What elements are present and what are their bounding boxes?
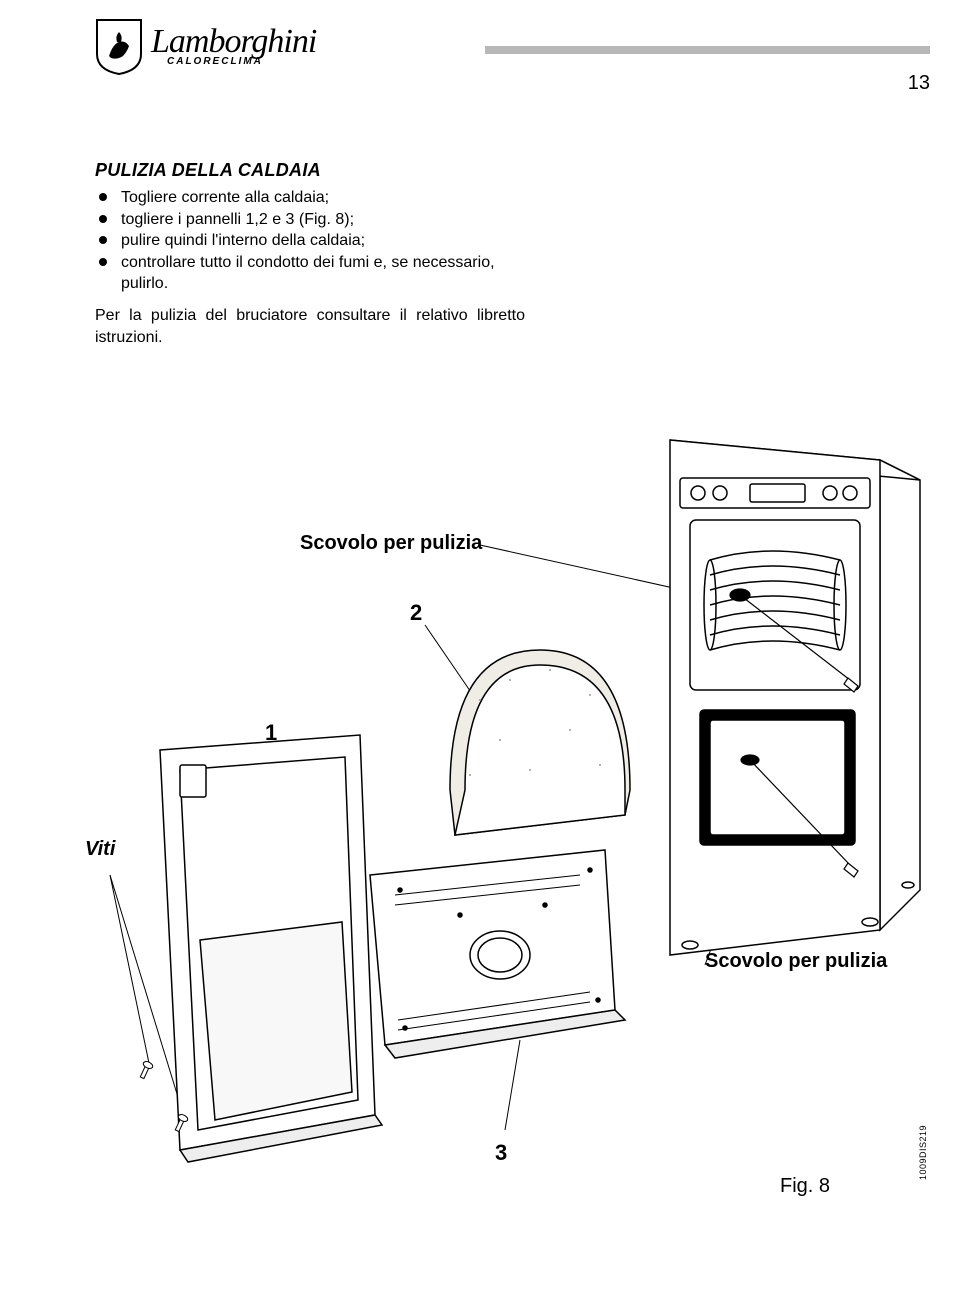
- diagram-callout-3: 3: [495, 1140, 507, 1166]
- header-rule: [485, 46, 930, 54]
- page-header: Lamborghini CALORECLIMA: [95, 18, 930, 78]
- list-item: Togliere corrente alla caldaia;: [95, 187, 525, 209]
- note-paragraph: Per la pulizia del bruciatore consultare…: [95, 305, 525, 348]
- diagram-svg: [50, 420, 930, 1250]
- page-number: 13: [908, 72, 930, 95]
- list-item: togliere i pannelli 1,2 e 3 (Fig. 8);: [95, 209, 525, 231]
- diagram-label-scovolo-top: Scovolo per pulizia: [300, 532, 482, 555]
- diagram-label-viti: Viti: [85, 838, 115, 861]
- exploded-diagram: Scovolo per pulizia 2 1 Viti Scovolo per…: [50, 420, 930, 1250]
- list-item: pulire quindi l'interno della caldaia;: [95, 230, 525, 252]
- shield-icon: [95, 18, 143, 76]
- diagram-label-scovolo-bottom: Scovolo per pulizia: [705, 950, 887, 973]
- section-title: PULIZIA DELLA CALDAIA: [95, 160, 525, 181]
- brand-subtitle: CALORECLIMA: [167, 56, 316, 67]
- main-content: PULIZIA DELLA CALDAIA Togliere corrente …: [95, 160, 525, 348]
- reference-code: 1009DIS219: [918, 1125, 928, 1180]
- instruction-list: Togliere corrente alla caldaia; togliere…: [95, 187, 525, 295]
- diagram-callout-2: 2: [410, 600, 422, 626]
- figure-number: Fig. 8: [780, 1175, 830, 1198]
- brand-name: Lamborghini: [151, 27, 316, 58]
- diagram-callout-1: 1: [265, 720, 277, 746]
- list-item: controllare tutto il condotto dei fumi e…: [95, 252, 525, 295]
